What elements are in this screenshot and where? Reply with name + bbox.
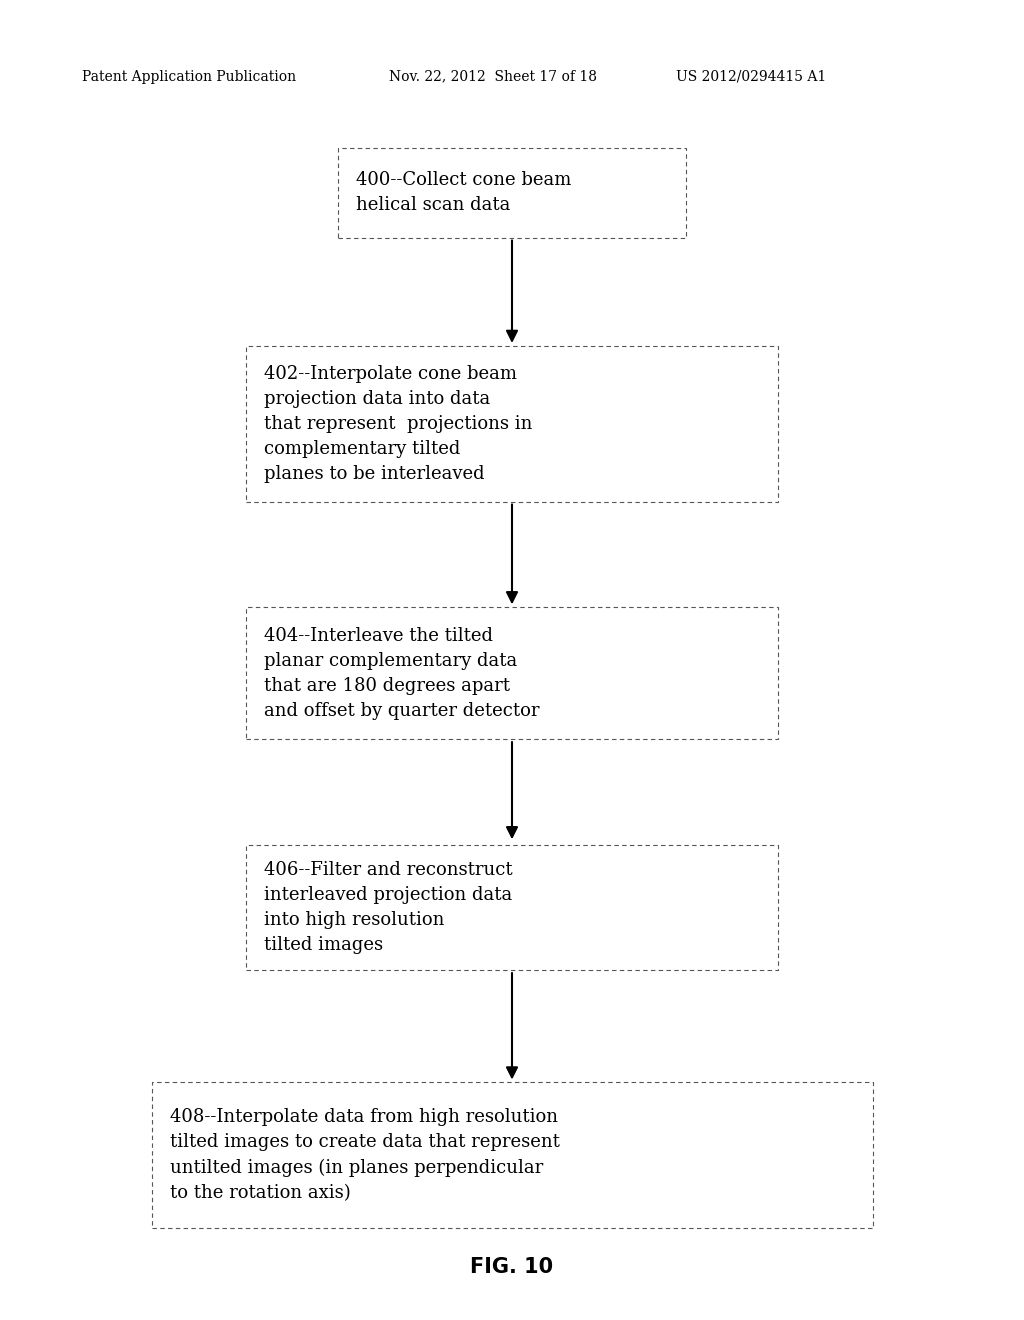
Text: 408--Interpolate data from high resolution
tilted images to create data that rep: 408--Interpolate data from high resoluti… bbox=[170, 1109, 560, 1201]
Text: FIG. 10: FIG. 10 bbox=[470, 1257, 554, 1278]
Text: Nov. 22, 2012  Sheet 17 of 18: Nov. 22, 2012 Sheet 17 of 18 bbox=[389, 70, 597, 83]
Bar bbox=[152, 1082, 873, 1228]
Text: 400--Collect cone beam
helical scan data: 400--Collect cone beam helical scan data bbox=[356, 172, 571, 214]
Text: US 2012/0294415 A1: US 2012/0294415 A1 bbox=[676, 70, 826, 83]
Text: 402--Interpolate cone beam
projection data into data
that represent  projections: 402--Interpolate cone beam projection da… bbox=[264, 364, 532, 483]
Bar bbox=[246, 845, 778, 970]
Bar bbox=[246, 607, 778, 739]
Text: Patent Application Publication: Patent Application Publication bbox=[82, 70, 296, 83]
Bar bbox=[246, 346, 778, 502]
Text: 404--Interleave the tilted
planar complementary data
that are 180 degrees apart
: 404--Interleave the tilted planar comple… bbox=[264, 627, 540, 719]
Bar bbox=[338, 148, 686, 238]
Text: 406--Filter and reconstruct
interleaved projection data
into high resolution
til: 406--Filter and reconstruct interleaved … bbox=[264, 861, 513, 954]
